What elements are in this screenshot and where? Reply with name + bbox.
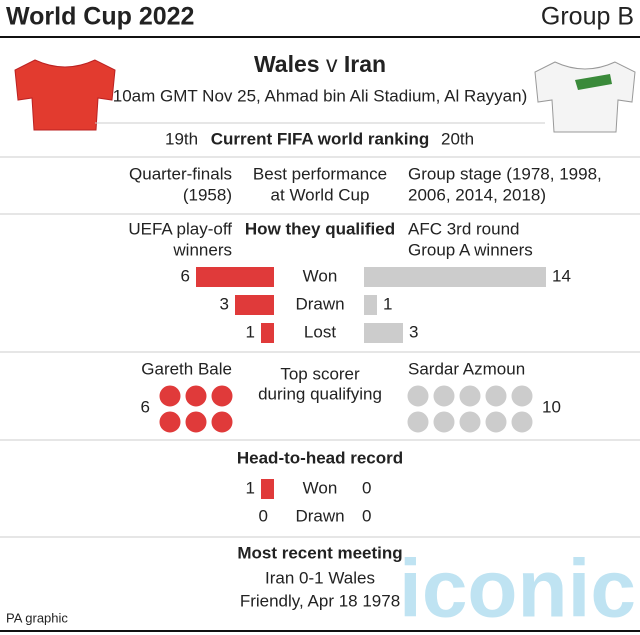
match-details: 10am GMT Nov 25, Ahmad bin Ali Stadium, …: [113, 86, 528, 105]
away-value: 1: [383, 294, 392, 313]
team-name: v: [326, 51, 338, 77]
best-home: (1958): [183, 185, 232, 204]
rank-home: 19th: [165, 129, 198, 148]
ball: [458, 410, 482, 434]
recent-line: Friendly, Apr 18 1978: [240, 591, 400, 610]
ball: [184, 384, 208, 408]
home-bar: [235, 295, 274, 315]
wales-shirt: [14, 59, 116, 131]
title: World Cup 2022: [6, 3, 194, 31]
scorer-label: Top scorer: [280, 364, 360, 383]
rank-away: 20th: [441, 129, 474, 148]
qual-away: Group A winners: [408, 240, 533, 259]
match-title: Wales v Iran: [254, 51, 386, 77]
ball: [210, 410, 234, 434]
recent-line: Iran 0-1 Wales: [265, 568, 375, 587]
row-label: Drawn: [295, 294, 344, 313]
best-label: at World Cup: [271, 185, 370, 204]
away-value: 3: [409, 322, 418, 341]
home-value: 6: [181, 266, 190, 285]
home-value: 0: [259, 506, 268, 525]
ball: [510, 384, 534, 408]
rank-label: Current FIFA world ranking: [211, 129, 430, 148]
qual-home: winners: [172, 240, 232, 259]
best-away: Group stage (1978, 1998,: [408, 164, 602, 183]
row-label: Lost: [304, 322, 336, 341]
best-home: Quarter-finals: [129, 164, 232, 183]
ball: [158, 384, 182, 408]
away-value: 0: [362, 478, 371, 497]
away-value: 14: [552, 266, 571, 285]
team-name: Wales: [254, 51, 320, 77]
away-value: 0: [362, 506, 371, 525]
goals-home: 6: [141, 397, 150, 416]
ball: [458, 384, 482, 408]
home-value: 1: [246, 322, 255, 341]
home-bar: [261, 323, 274, 343]
row-label: Won: [303, 266, 338, 285]
ball: [484, 384, 508, 408]
goals-away: 10: [542, 397, 561, 416]
ball: [432, 384, 456, 408]
recent-title: Most recent meeting: [237, 543, 402, 562]
away-bar: [364, 295, 377, 315]
scorer-label: during qualifying: [258, 384, 382, 403]
home-value: 3: [220, 294, 229, 313]
scorer-away: Sardar Azmoun: [408, 359, 525, 378]
credit: PA graphic: [6, 610, 68, 625]
home-bar: [261, 479, 274, 499]
ball: [406, 384, 430, 408]
ball: [432, 410, 456, 434]
away-bar: [364, 267, 546, 287]
best-label: Best performance: [253, 164, 387, 183]
away-bar: [364, 323, 403, 343]
group: Group B: [541, 3, 634, 31]
iran-shirt: [534, 61, 636, 133]
team-name: Iran: [344, 51, 386, 77]
qual-away: AFC 3rd round: [408, 219, 520, 238]
home-bar: [196, 267, 274, 287]
best-away: 2006, 2014, 2018): [408, 185, 546, 204]
watermark: iconic: [399, 544, 636, 635]
ball: [158, 410, 182, 434]
row-label: Drawn: [295, 506, 344, 525]
ball: [406, 410, 430, 434]
qual-home: UEFA play-off: [128, 219, 232, 238]
ball: [484, 410, 508, 434]
ball: [210, 384, 234, 408]
ball: [184, 410, 208, 434]
h2h-title: Head-to-head record: [237, 448, 403, 467]
row-label: Won: [303, 478, 338, 497]
qual-label: How they qualified: [245, 219, 395, 238]
home-value: 1: [246, 478, 255, 497]
ball: [510, 410, 534, 434]
scorer-home: Gareth Bale: [141, 359, 232, 378]
